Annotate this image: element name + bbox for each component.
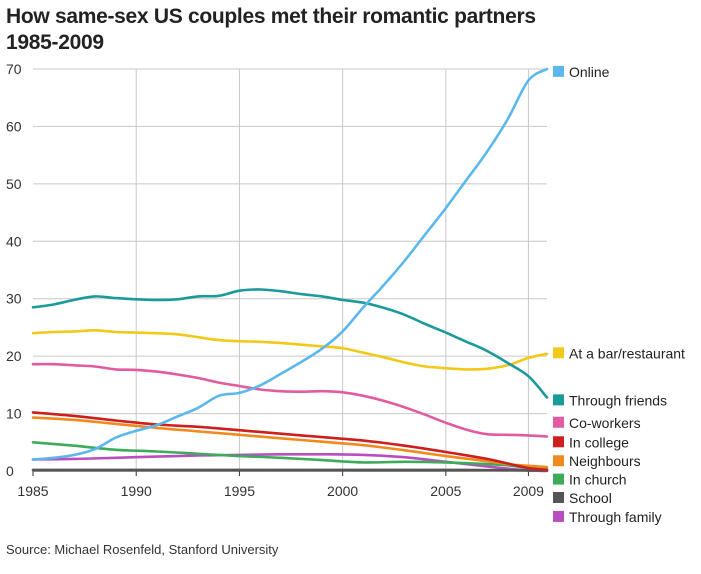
legend: Online At a bar/restaurant Through friends… [553,64,685,525]
series-line-co-workers [31,362,549,438]
legend-label-at-a-bar-restaurant: At a bar/restaurant [569,345,685,361]
y-tick-label: 60 [6,118,22,134]
series-line-through-family [31,452,549,473]
series-line-at-a-bar-restaurant [31,328,549,371]
x-tick-label: 1995 [224,483,255,499]
legend-label-in-church: In church [569,472,627,488]
chart-title: How same-sex US couples met their romant… [6,4,536,56]
y-tick-label: 10 [6,406,22,422]
legend-label-in-college: In college [569,434,629,450]
chart-title-line-2: 1985-2009 [6,31,104,54]
legend-label-school: School [569,490,612,506]
x-tick-label: 2000 [327,483,358,499]
x-tick-label: 1985 [17,483,48,499]
legend-item-through-family: Through family [553,509,662,525]
series-line-online [31,67,549,461]
legend-swatch-in-church [553,473,564,485]
legend-label-co-workers: Co-workers [569,415,641,431]
legend-label-through-family: Through family [569,509,662,525]
legend-item-school: School [553,490,612,506]
legend-swatch-through-friends [553,394,564,406]
legend-swatch-co-workers [553,416,564,428]
y-tick-label: 50 [6,176,22,192]
y-axis-ticks: 0 10 20 30 40 50 60 70 [6,61,22,479]
series-line-in-church [31,441,549,471]
y-tick-label: 40 [6,233,22,249]
legend-swatch-neighbours [553,455,564,467]
series-lines [31,67,549,473]
legend-item-through-friends: Through friends [553,392,667,408]
legend-item-in-college: In college [553,434,629,450]
legend-swatch-in-college [553,436,564,448]
source-note: Source: Michael Rosenfeld, Stanford Univ… [6,542,279,557]
x-axis-ticks: 1985 1990 1995 2000 2005 2009 [17,471,544,499]
legend-label-through-friends: Through friends [569,392,667,408]
legend-item-in-church: In church [553,472,627,488]
x-tick-label: 1990 [121,483,152,499]
legend-swatch-at-a-bar-restaurant [553,347,564,359]
y-tick-label: 0 [6,463,14,479]
gridlines [33,68,547,472]
legend-label-online: Online [569,64,610,80]
legend-item-at-a-bar-restaurant: At a bar/restaurant [553,345,685,361]
legend-item-online: Online [553,64,610,80]
legend-item-co-workers: Co-workers [553,415,641,431]
series-line-through-friends [31,288,549,399]
legend-swatch-online [553,65,564,77]
legend-swatch-through-family [553,510,564,522]
x-tick-label: 2009 [513,483,544,499]
legend-label-neighbours: Neighbours [569,453,641,469]
series-line-school [31,468,549,472]
chart-title-line-1: How same-sex US couples met their romant… [6,5,536,28]
x-tick-label: 2005 [430,483,461,499]
legend-swatch-school [553,491,564,503]
series-line-in-college [31,411,549,472]
y-tick-label: 70 [6,61,22,77]
legend-item-neighbours: Neighbours [553,453,641,469]
y-tick-label: 30 [6,291,22,307]
y-tick-label: 20 [6,348,22,364]
